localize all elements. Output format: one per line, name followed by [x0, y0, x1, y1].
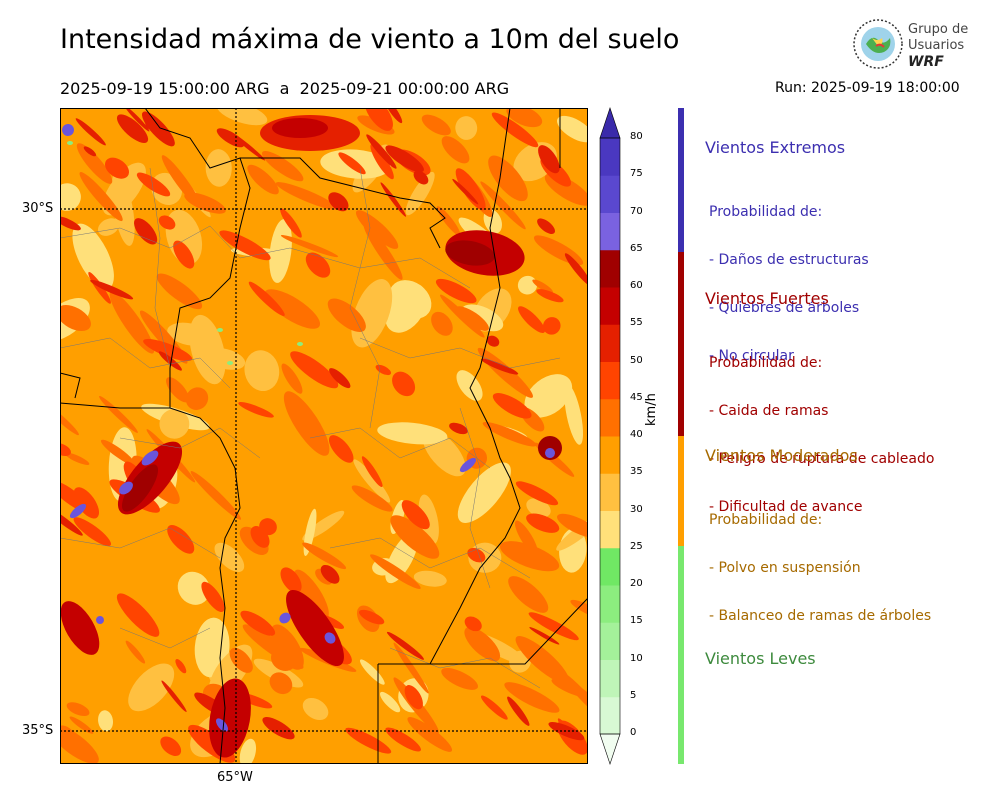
wind-map[interactable]: [60, 108, 588, 764]
colorbar-tick-label: 80: [630, 131, 643, 142]
time-range: 2025-09-19 15:00:00 ARG a 2025-09-21 00:…: [60, 79, 510, 98]
moderate-line: - Polvo en suspensión: [709, 560, 861, 576]
extreme-category-title: Vientos Extremos: [705, 138, 846, 157]
strong-category-bar: [678, 252, 684, 436]
logo-line1: Grupo de: [908, 22, 968, 37]
colorbar-tick-label: 25: [630, 540, 643, 552]
strong-category-lines: Probabilidad de: - Caida de ramas - Peli…: [709, 323, 934, 531]
strong-category-title: Vientos Fuertes: [705, 289, 829, 308]
light-category-bar: [678, 546, 684, 764]
extreme-line: - Quiebres de árboles: [709, 300, 860, 316]
colorbar: [596, 104, 656, 768]
colorbar-tick-label: 70: [630, 205, 643, 217]
logo-line2: Usuarios: [908, 38, 964, 53]
colorbar-segment: [600, 138, 620, 176]
moderate-category-lines: Probabilidad de: - Polvo en suspensión -…: [709, 480, 931, 640]
colorbar-tick-label: 50: [630, 354, 643, 366]
colorbar-tick-label: 55: [630, 317, 643, 329]
moderate-line: Probabilidad de:: [709, 512, 823, 528]
colorbar-segment: [600, 659, 620, 698]
colorbar-tick-label: 0: [630, 727, 637, 738]
colorbar-segment: [600, 473, 620, 511]
colorbar-tick-label: 65: [630, 242, 643, 254]
colorbar-tick-label: 5: [630, 689, 637, 701]
colorbar-segment: [600, 361, 620, 400]
lat-label-35s: 35°S: [22, 723, 54, 738]
colorbar-segment: [600, 510, 620, 549]
moderate-line: - Balanceo de ramas de árboles: [709, 608, 932, 624]
colorbar-segment: [600, 398, 620, 437]
colorbar-extend-min: [599, 733, 621, 765]
colorbar-tick-label: 60: [630, 280, 643, 291]
colorbar-tick-label: 20: [630, 578, 643, 589]
chart-title: Intensidad máxima de viento a 10m del su…: [60, 24, 680, 55]
strong-line: - Caida de ramas: [709, 403, 829, 419]
lon-label-65w: 65°W: [217, 770, 253, 785]
extreme-line: Probabilidad de:: [709, 204, 823, 220]
extreme-category-lines: Probabilidad de: - Daños de estructuras …: [709, 172, 869, 380]
colorbar-tick-label: 35: [630, 466, 643, 478]
colorbar-segment: [600, 696, 620, 735]
extreme-line: - Daños de estructuras: [709, 252, 869, 268]
colorbar-tick-label: 10: [630, 652, 643, 664]
colorbar-segment: [600, 175, 620, 213]
wrf-logo: Grupo de Usuarios WRF: [848, 16, 968, 72]
colorbar-tick-label: 40: [630, 429, 643, 440]
province-boundaries: [60, 108, 588, 764]
colorbar-segment: [600, 249, 620, 288]
colorbar-segment: [600, 324, 620, 362]
strong-line: - Dificultad de avance: [709, 499, 863, 515]
colorbar-segment: [600, 287, 620, 325]
lat-label-30s: 30°S: [22, 201, 54, 216]
strong-line: Probabilidad de:: [709, 355, 823, 371]
extreme-category-bar: [678, 108, 684, 252]
moderate-category-bar: [678, 436, 684, 546]
extreme-line: - No circular: [709, 348, 794, 364]
colorbar-segment: [600, 585, 620, 623]
light-category-title: Vientos Leves: [705, 649, 816, 668]
colorbar-segment: [600, 212, 620, 251]
colorbar-tick-label: 15: [630, 615, 643, 627]
colorbar-extend-max: [599, 107, 621, 139]
colorbar-unit: km/h: [644, 393, 659, 426]
run-timestamp: Run: 2025-09-19 18:00:00: [775, 80, 960, 96]
wind-intensity-field: [60, 108, 588, 764]
colorbar-segment: [600, 547, 620, 586]
colorbar-tick-label: 75: [630, 168, 643, 180]
department-boundaries: [60, 167, 561, 689]
colorbar-tick-label: 45: [630, 391, 643, 403]
colorbar-tick-label: 30: [630, 503, 643, 515]
colorbar-segment: [600, 622, 620, 660]
logo-line3: WRF: [908, 54, 944, 70]
graticule: [60, 108, 588, 764]
moderate-category-title: Vientos Moderados: [705, 446, 858, 465]
strong-line: - Peligro de ruptura de cableado: [709, 451, 935, 467]
colorbar-segment: [600, 436, 620, 474]
